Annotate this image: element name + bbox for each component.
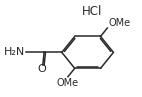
Text: HCl: HCl — [82, 5, 102, 18]
Text: OMe: OMe — [108, 18, 130, 28]
Text: H₂N: H₂N — [4, 47, 25, 57]
Text: O: O — [38, 64, 46, 74]
Text: OMe: OMe — [56, 78, 78, 87]
